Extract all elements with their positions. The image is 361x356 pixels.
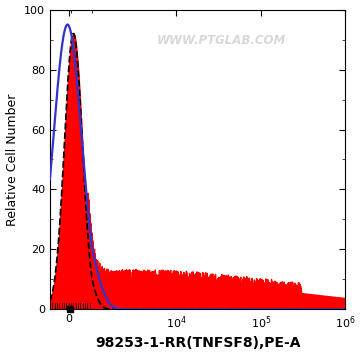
X-axis label: 98253-1-RR(TNFSF8),PE-A: 98253-1-RR(TNFSF8),PE-A: [95, 336, 300, 350]
Y-axis label: Relative Cell Number: Relative Cell Number: [5, 93, 18, 226]
Text: WWW.PTGLAB.COM: WWW.PTGLAB.COM: [157, 33, 286, 47]
